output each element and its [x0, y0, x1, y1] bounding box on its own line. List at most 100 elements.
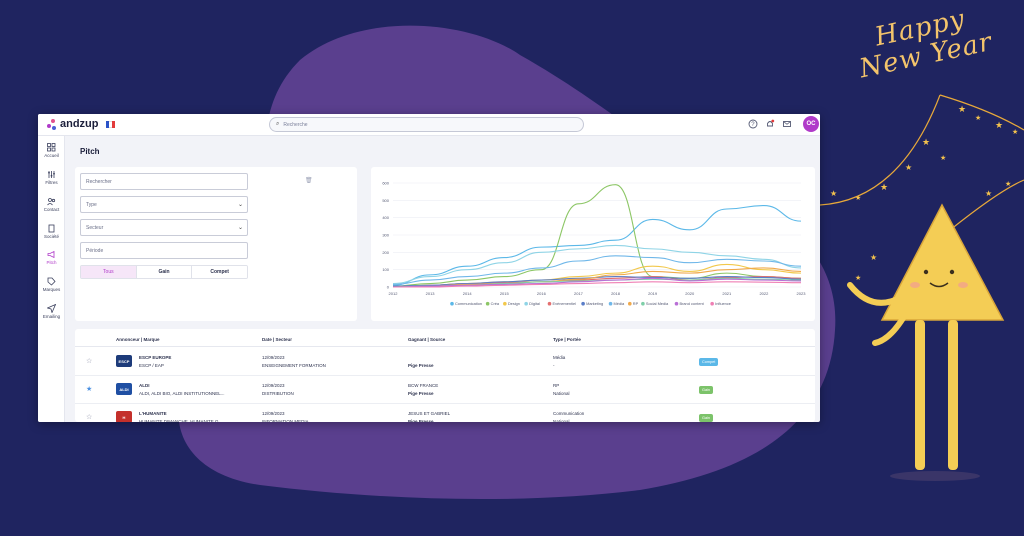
app-window: andzup ⌕ Recherche ? OC Accueil Filtres — [38, 114, 820, 422]
pitch-winner: JESUS ET GABRIEL — [408, 411, 451, 416]
megaphone-icon — [47, 250, 55, 259]
filter-icon — [48, 171, 55, 178]
x-tick-label: 2014 — [463, 291, 473, 296]
brand-names: ESCP / EAP — [139, 363, 164, 368]
series-line-brand-content — [392, 277, 802, 288]
brand-logo[interactable]: andzup — [47, 118, 116, 130]
chart-panel: 0 100 200 300 400 500 600 2012 2013 2014 2015 2016 2… — [371, 167, 815, 321]
favorite-star-icon[interactable]: ★ — [86, 386, 93, 393]
send-icon — [47, 304, 56, 313]
contact-icon — [47, 198, 56, 206]
sidebar-item-marques[interactable]: Marques — [38, 277, 65, 292]
y-tick-label: 0 — [387, 285, 390, 290]
sidebar: Accueil Filtres Contact Société Pitch Ma… — [38, 136, 65, 422]
sidebar-item-label: Marques — [42, 287, 61, 292]
y-tick-label: 600 — [382, 181, 389, 186]
table-row[interactable]: ☆ H L'HUMANITE HUMANITE DIMANCHE, HUMANITE … — [75, 404, 815, 422]
legend-marker — [547, 301, 552, 306]
type-select-placeholder: Type — [86, 201, 97, 208]
sidebar-item-pitch[interactable]: Pitch — [38, 250, 65, 265]
pitch-type: RP — [553, 383, 560, 388]
legend-label: Marketing — [586, 301, 603, 306]
pitch-date: 12/09/2023 — [262, 355, 285, 360]
pitch-source: Pige Presse — [408, 363, 434, 368]
segment-gain[interactable]: Gain — [136, 266, 193, 278]
sidebar-item-emailing[interactable]: Emailing — [38, 304, 65, 319]
result-filter-segmented-control: Tous Gain Compet — [80, 265, 248, 279]
column-header-type[interactable]: Type | Portée — [553, 337, 581, 342]
result-badge: Gain — [699, 386, 714, 394]
filter-panel: Rechercher 🗑 Type ⌄ Secteur ⌄ Période To… — [75, 167, 357, 321]
segment-tous[interactable]: Tous — [81, 266, 137, 278]
help-icon[interactable]: ? — [748, 119, 758, 129]
sidebar-item-filtres[interactable]: Filtres — [38, 170, 65, 185]
advertiser-name: L'HUMANITE — [139, 411, 167, 416]
search-icon: ⌕ — [276, 121, 280, 127]
advertiser-logo: ALDI — [116, 383, 132, 395]
sector-select[interactable]: Secteur ⌄ — [80, 219, 248, 236]
pitch-line-chart: 0 100 200 300 400 500 600 2012 2013 2014 2015 2016 2… — [382, 181, 807, 307]
brand-names: ALDI, ALDI BIO, ALDI INSTITUTIONNEL... — [139, 391, 225, 396]
pitch-winner: BCW FRANCE — [408, 383, 439, 388]
type-select[interactable]: Type ⌄ — [80, 196, 248, 213]
user-avatar[interactable]: OC — [803, 116, 819, 132]
y-tick-label: 200 — [382, 250, 389, 255]
table-row[interactable]: ☆ ESCP ESCP EUROPE ESCP / EAP 12/09/2023 ENSE… — [75, 348, 815, 376]
favorite-star-icon[interactable]: ☆ — [86, 414, 93, 421]
home-grid-icon — [47, 143, 56, 152]
pitch-sector: DISTRIBUTION — [262, 391, 294, 396]
legend-marker — [641, 301, 645, 306]
pitch-table: Annonceur | Marque Date | Secteur Gagnan… — [75, 329, 815, 422]
x-tick-label: 2019 — [648, 291, 658, 296]
legend-marker — [608, 301, 613, 306]
sidebar-item-label: Emailing — [42, 314, 61, 319]
pitch-scope: National — [553, 391, 570, 396]
x-tick-label: 2018 — [611, 291, 621, 296]
search-field[interactable]: Rechercher — [80, 173, 248, 190]
notification-bell-icon[interactable] — [765, 119, 775, 129]
search-field-placeholder: Rechercher — [86, 178, 112, 185]
sidebar-item-contact[interactable]: Contact — [38, 197, 65, 212]
x-tick-label: 2021 — [722, 291, 732, 296]
column-header-winner[interactable]: Gagnant | Source — [408, 337, 446, 342]
pitch-source: Pige Presse — [408, 419, 434, 422]
table-row[interactable]: ★ ALDI ALDI ALDI, ALDI BIO, ALDI INSTITUTIO… — [75, 376, 815, 404]
trash-icon[interactable]: 🗑 — [305, 178, 313, 184]
advertiser-name: ALDI — [139, 383, 150, 388]
x-tick-label: 2012 — [389, 291, 399, 296]
pitch-date: 12/09/2023 — [262, 383, 285, 388]
column-header-advertiser[interactable]: Annonceur | Marque — [116, 337, 160, 342]
pitch-scope: - — [553, 363, 555, 368]
y-tick-label: 500 — [382, 198, 389, 203]
sidebar-item-label: Filtres — [45, 180, 58, 185]
legend-marker — [524, 301, 528, 306]
series-line-rp — [392, 267, 802, 288]
global-search-input[interactable]: ⌕ Recherche — [269, 117, 584, 132]
chevron-down-icon: ⌄ — [237, 202, 243, 208]
legend-label: Communication — [455, 301, 482, 306]
column-header-date[interactable]: Date | Secteur — [262, 337, 293, 342]
result-badge: Compet — [699, 358, 719, 366]
legend-label: Créa — [491, 301, 500, 306]
advertiser-logo: H — [116, 411, 132, 422]
pitch-date: 12/09/2023 — [262, 411, 285, 416]
brand-names: HUMANITE DIMANCHE, HUMANITE G... — [139, 419, 223, 422]
x-tick-label: 2016 — [537, 291, 547, 296]
period-field[interactable]: Période — [80, 242, 248, 259]
favorite-star-icon[interactable]: ☆ — [86, 358, 93, 365]
segment-compet[interactable]: Compet — [192, 266, 247, 278]
series-line-communication — [392, 204, 802, 286]
legend-marker — [628, 301, 632, 306]
tag-icon — [47, 277, 56, 286]
sidebar-item-societe[interactable]: Société — [38, 224, 65, 239]
legend-label: Brand content — [680, 301, 705, 306]
x-tick-label: 2017 — [574, 291, 584, 296]
sidebar-item-accueil[interactable]: Accueil — [38, 143, 65, 158]
series-line-digital — [392, 244, 802, 285]
series-line-m-dia — [392, 255, 802, 285]
mail-icon[interactable] — [782, 119, 792, 129]
pitch-sector: INFORMATION MEDIA — [262, 419, 309, 422]
france-flag-icon[interactable] — [105, 120, 116, 128]
x-tick-label: 2023 — [797, 291, 807, 296]
y-tick-label: 300 — [382, 233, 389, 238]
